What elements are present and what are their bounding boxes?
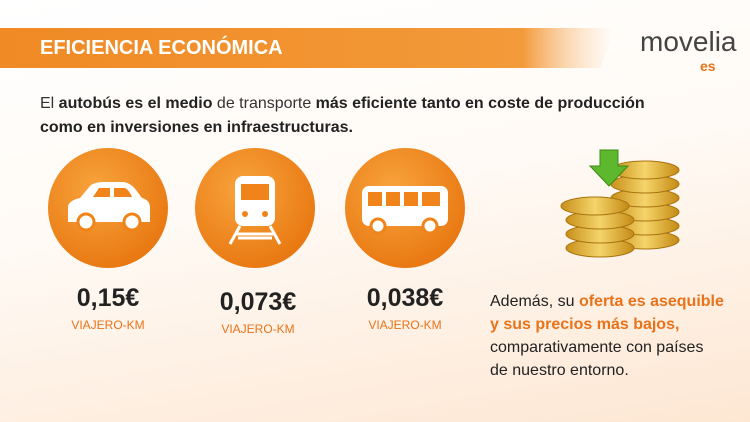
- value: 0,15€: [76, 284, 140, 312]
- side-text: Además, su oferta es asequible y sus prec…: [490, 290, 724, 382]
- logo-name: movelia: [640, 26, 737, 57]
- logo-suffix: es: [700, 58, 716, 74]
- car-icon: [48, 148, 168, 268]
- coins-image: [560, 149, 680, 258]
- title: EFICIENCIA ECONÓMICA: [40, 37, 283, 59]
- logo: movelia: [640, 26, 736, 58]
- highlight-text: y sus precios más bajos,: [490, 316, 680, 333]
- value: 0,073€: [219, 288, 297, 316]
- bold-text: más eficiente tanto en coste de producci…: [315, 95, 645, 112]
- text: de nuestro entorno.: [490, 362, 629, 379]
- train-icon: [195, 148, 315, 268]
- text: de transporte: [212, 95, 316, 112]
- intro-text: El autobús es el medio de transporte más…: [40, 92, 645, 140]
- bold-text: como en inversiones en infraestructuras.: [40, 119, 353, 136]
- value: 0,038€: [366, 284, 444, 312]
- highlight-text: oferta es asequible: [578, 293, 724, 310]
- unit: VIAJERO-KM: [368, 318, 442, 332]
- text: Además, su: [490, 293, 579, 310]
- title-banner: [0, 28, 615, 68]
- bold-text: autobús es el medio: [58, 95, 213, 112]
- unit: VIAJERO-KM: [221, 322, 295, 336]
- text: comparativamente con países: [490, 339, 704, 356]
- unit: VIAJERO-KM: [71, 318, 145, 332]
- bus-icon: [345, 148, 465, 268]
- text: El: [40, 95, 59, 112]
